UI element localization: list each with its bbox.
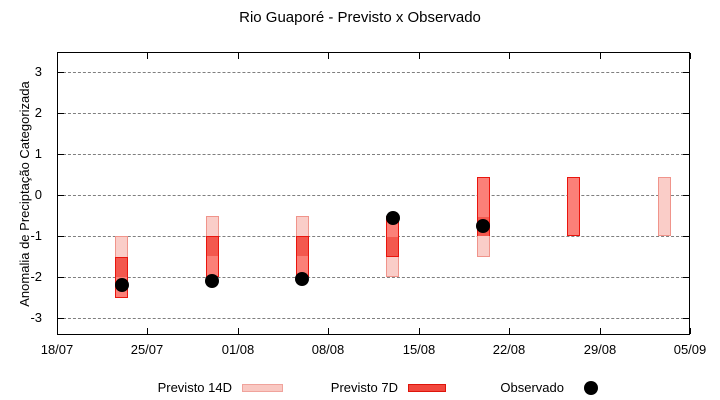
x-tick-mark-bottom (328, 328, 329, 334)
y-tick-mark-right (683, 113, 689, 114)
y-tick-label: -1 (30, 228, 42, 243)
legend-label-previsto-7d: Previsto 7D (330, 380, 398, 395)
x-tick-mark-bottom (600, 328, 601, 334)
x-tick-mark-bottom (147, 328, 148, 334)
x-tick-label: 22/08 (492, 342, 526, 357)
previsto-7d-bar (567, 177, 580, 236)
chart-title: Rio Guaporé - Previsto x Observado (239, 9, 481, 26)
gridline (58, 195, 689, 196)
previsto-14d-swatch (242, 384, 283, 392)
x-tick-mark-top (419, 53, 420, 59)
x-tick-mark-top (147, 53, 148, 59)
y-tick-label: 2 (34, 105, 42, 120)
observado-dot (295, 272, 309, 286)
y-tick-mark-left (58, 154, 64, 155)
observado-dot (115, 278, 129, 292)
x-tick-label: 05/09 (673, 342, 707, 357)
legend-label-observado: Observado (500, 380, 564, 395)
y-tick-label: 0 (34, 187, 42, 202)
x-tick-mark-top (600, 53, 601, 59)
plot-area (57, 52, 690, 335)
x-tick-label: 01/08 (221, 342, 255, 357)
y-tick-mark-left (58, 277, 64, 278)
legend-label-previsto-14d: Previsto 14D (157, 380, 232, 395)
y-tick-mark-right (683, 72, 689, 73)
y-tick-mark-right (683, 154, 689, 155)
y-tick-mark-left (58, 72, 64, 73)
y-tick-mark-left (58, 195, 64, 196)
y-tick-mark-right (683, 236, 689, 237)
gridline (58, 236, 689, 237)
x-tick-mark-bottom (690, 328, 691, 334)
previsto-7d-swatch (408, 384, 446, 392)
x-tick-mark-top (328, 53, 329, 59)
gridline (58, 154, 689, 155)
forecast-overlap-region (207, 237, 218, 256)
x-tick-label: 08/08 (311, 342, 345, 357)
gridline (58, 277, 689, 278)
x-tick-label: 18/07 (40, 342, 74, 357)
observado-dot (476, 219, 490, 233)
x-tick-mark-top (509, 53, 510, 59)
x-tick-mark-bottom (238, 328, 239, 334)
observado-dot-swatch (584, 381, 598, 395)
y-tick-label: -3 (30, 310, 42, 325)
y-tick-mark-left (58, 236, 64, 237)
x-tick-label: 25/07 (130, 342, 164, 357)
gridline (58, 318, 689, 319)
y-tick-mark-right (683, 277, 689, 278)
x-tick-label: 29/08 (583, 342, 617, 357)
y-tick-label: -2 (30, 269, 42, 284)
forecast-overlap-region (116, 258, 127, 277)
x-tick-label: 15/08 (402, 342, 436, 357)
y-tick-mark-right (683, 195, 689, 196)
y-tick-mark-right (683, 318, 689, 319)
observado-dot (386, 211, 400, 225)
x-tick-mark-bottom (509, 328, 510, 334)
previsto-14d-bar (658, 177, 671, 236)
forecast-overlap-region (297, 237, 308, 256)
x-tick-mark-bottom (419, 328, 420, 334)
x-tick-mark-top (690, 53, 691, 59)
gridline (58, 113, 689, 114)
x-tick-mark-top (57, 53, 58, 59)
gridline (58, 72, 689, 73)
x-tick-mark-bottom (57, 328, 58, 334)
x-tick-mark-top (238, 53, 239, 59)
observado-dot (205, 274, 219, 288)
forecast-overlap-region (387, 237, 398, 256)
y-tick-mark-left (58, 113, 64, 114)
y-tick-label: 1 (34, 146, 42, 161)
y-tick-mark-left (58, 318, 64, 319)
y-tick-label: 3 (34, 64, 42, 79)
